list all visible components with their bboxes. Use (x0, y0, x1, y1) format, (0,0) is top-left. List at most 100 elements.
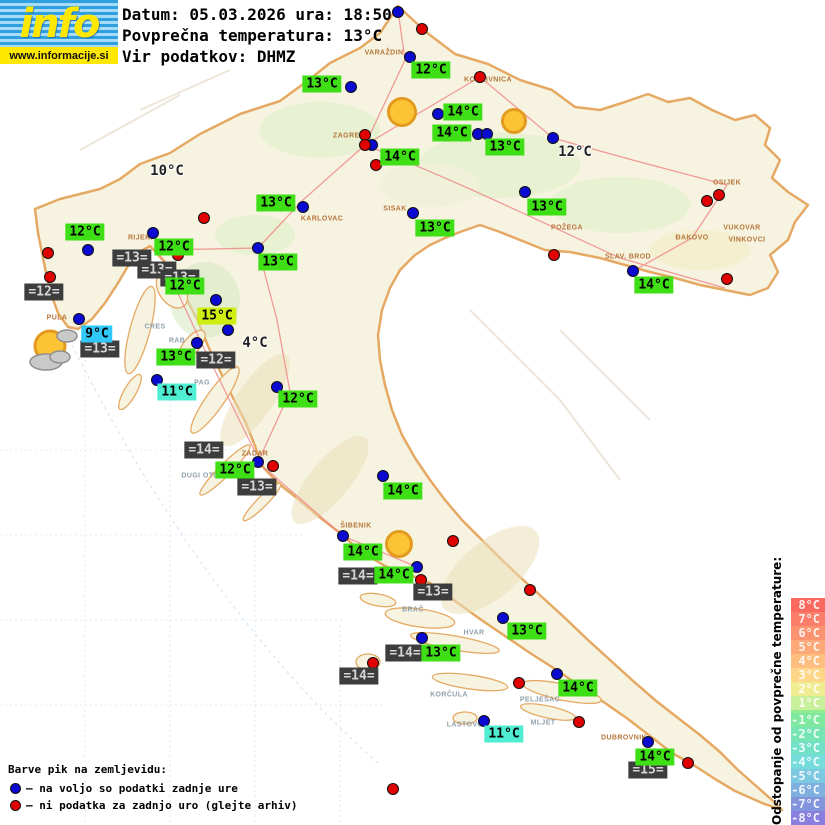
temp-label[interactable]: 12°C (215, 461, 255, 479)
temp-label[interactable]: 13°C (421, 644, 461, 662)
temp-label[interactable]: 14°C (432, 124, 472, 142)
station-dot-red[interactable] (42, 247, 54, 259)
terrain-patches (170, 102, 750, 615)
temp-label[interactable]: 14°C (443, 103, 483, 121)
station-dot-blue[interactable] (222, 324, 234, 336)
temp-label[interactable]: 12°C (278, 390, 318, 408)
temp-label[interactable]: =13= (237, 478, 277, 496)
station-dot-red[interactable] (713, 189, 725, 201)
station-dot-red[interactable] (359, 139, 371, 151)
temp-label[interactable]: =14= (385, 644, 425, 662)
temp-label[interactable]: =14= (338, 567, 378, 585)
temp-label[interactable]: 15°C (197, 307, 237, 325)
station-dot-blue[interactable] (642, 736, 654, 748)
temp-label[interactable]: =14= (184, 441, 224, 459)
station-dot-blue[interactable] (271, 381, 283, 393)
station-dot-blue[interactable] (345, 81, 357, 93)
temp-label[interactable]: =14= (339, 667, 379, 685)
temp-label[interactable]: =15= (628, 761, 668, 779)
temp-label[interactable]: 14°C (634, 276, 674, 294)
temp-label[interactable]: 14°C (383, 482, 423, 500)
station-dot-blue[interactable] (151, 374, 163, 386)
station-dot-blue[interactable] (377, 470, 389, 482)
scale-band: 3°C (791, 668, 825, 682)
scale-band: -6°C (791, 783, 825, 797)
temp-label[interactable]: 14°C (558, 679, 598, 697)
station-dot-red[interactable] (447, 535, 459, 547)
scale-band: -2°C (791, 727, 825, 741)
station-dot-red[interactable] (198, 212, 210, 224)
legend: Barve pik na zemljevidu: – na voljo so p… (8, 763, 298, 814)
temp-label[interactable]: 12°C (165, 277, 205, 295)
temp-label[interactable]: 13°C (302, 75, 342, 93)
station-dot-blue[interactable] (147, 227, 159, 239)
temp-label[interactable]: 11°C (157, 383, 197, 401)
temp-label[interactable]: 11°C (484, 725, 524, 743)
temp-text-label: 4°C (242, 335, 268, 351)
scale-band: 7°C (791, 612, 825, 626)
temp-label[interactable]: 14°C (374, 566, 414, 584)
temp-label[interactable]: 14°C (343, 543, 383, 561)
temp-label[interactable]: 13°C (527, 198, 567, 216)
site-logo[interactable]: info www.informacije.si (0, 0, 118, 64)
header-data-source: Vir podatkov: DHMZ (122, 47, 296, 66)
temp-label[interactable]: 13°C (256, 194, 296, 212)
temp-label[interactable]: 9°C (81, 325, 113, 343)
station-dot-red[interactable] (44, 271, 56, 283)
station-dot-blue[interactable] (497, 612, 509, 624)
map-place-label: ZADAR (241, 450, 269, 458)
temp-label[interactable]: 12°C (65, 223, 105, 241)
station-dot-red[interactable] (474, 71, 486, 83)
station-dot-blue[interactable] (252, 242, 264, 254)
station-dot-blue[interactable] (432, 108, 444, 120)
temp-label[interactable]: 13°C (485, 138, 525, 156)
temp-label[interactable]: 13°C (258, 253, 298, 271)
temp-label[interactable]: 13°C (156, 348, 196, 366)
station-dot-blue[interactable] (407, 207, 419, 219)
temp-label[interactable]: 12°C (154, 238, 194, 256)
legend-item-text: – ni podatka za zadnjo uro (glejte arhiv… (26, 799, 298, 812)
temp-label[interactable]: =12= (196, 351, 236, 369)
station-dot-blue[interactable] (297, 201, 309, 213)
station-dot-blue[interactable] (337, 530, 349, 542)
station-dot-red[interactable] (416, 23, 428, 35)
station-dot-red[interactable] (387, 783, 399, 795)
station-dot-red[interactable] (524, 584, 536, 596)
station-dot-blue[interactable] (191, 337, 203, 349)
station-dot-red[interactable] (721, 273, 733, 285)
logo-url-link[interactable]: www.informacije.si (0, 47, 118, 64)
station-dot-blue[interactable] (404, 51, 416, 63)
station-dot-red[interactable] (267, 460, 279, 472)
station-dot-red[interactable] (548, 249, 560, 261)
station-dot-red[interactable] (701, 195, 713, 207)
temp-label[interactable]: =12= (24, 283, 64, 301)
station-dot-blue[interactable] (82, 244, 94, 256)
station-dot-blue[interactable] (210, 294, 222, 306)
header-avg-temp: Povprečna temperatura: 13°C (122, 26, 383, 45)
station-dot-blue[interactable] (551, 668, 563, 680)
temp-label[interactable]: 14°C (635, 748, 675, 766)
station-dot-blue[interactable] (627, 265, 639, 277)
station-dot-red[interactable] (573, 716, 585, 728)
station-dot-blue[interactable] (392, 6, 404, 18)
temp-label[interactable]: =13= (80, 340, 120, 358)
station-dot-blue[interactable] (519, 186, 531, 198)
temp-label[interactable]: 13°C (415, 219, 455, 237)
station-dot-blue[interactable] (416, 632, 428, 644)
temp-label[interactable]: 14°C (380, 148, 420, 166)
station-dot-blue[interactable] (73, 313, 85, 325)
temp-label[interactable]: =13= (413, 583, 453, 601)
station-dot-blue[interactable] (547, 132, 559, 144)
scale-band: 1°C (791, 696, 825, 710)
scale-band: 4°C (791, 654, 825, 668)
temp-label[interactable]: 13°C (507, 622, 547, 640)
temp-label[interactable]: 12°C (411, 61, 451, 79)
station-dot-red[interactable] (513, 677, 525, 689)
legend-item: – ni podatka za zadnjo uro (glejte arhiv… (8, 797, 298, 814)
station-dot-blue[interactable] (478, 715, 490, 727)
sun-icon (387, 97, 417, 127)
scale-band: 5°C (791, 640, 825, 654)
station-dot-red[interactable] (682, 757, 694, 769)
scale-band: -5°C (791, 769, 825, 783)
